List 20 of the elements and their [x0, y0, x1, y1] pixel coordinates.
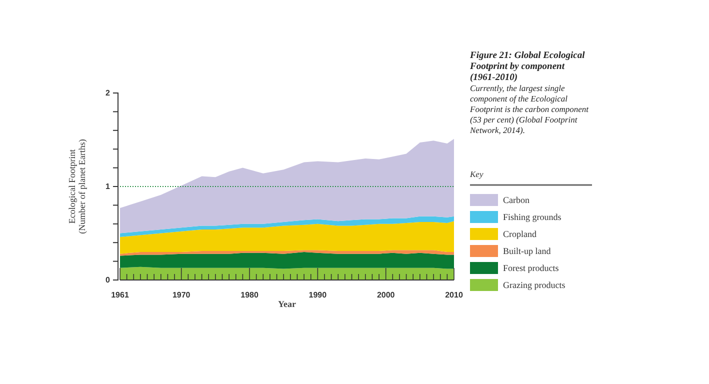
x-axis-title: Year — [278, 299, 296, 309]
legend-label: Fishing grounds — [503, 212, 562, 222]
text: Figure 21: Global Ecological Footprint by component (1961-2010) — [469, 51, 586, 83]
legend-label: Carbon — [503, 195, 530, 205]
x-tick-label: 2000 — [376, 290, 396, 300]
y-tick-label: 2 — [106, 88, 111, 98]
y-tick-label: 1 — [106, 182, 111, 192]
legend-label: Cropland — [503, 229, 537, 239]
x-tick-label: 1970 — [172, 290, 191, 300]
x-tick-label: 2010 — [445, 290, 464, 300]
y-axis-title: Ecological Footprint (Number of planet Earths) — [67, 139, 87, 234]
legend-title: Key — [469, 169, 484, 179]
x-tick-label: 1990 — [308, 290, 328, 300]
legend-label: Grazing products — [503, 280, 566, 290]
legend-label: Built-up land — [503, 246, 552, 256]
text: Currently, the largest single component of the Ecological Footprint is the carbon component (53 per cent) (Global Footprint Network, 2014). — [469, 83, 590, 135]
y-tick-label: 0 — [106, 276, 111, 285]
x-tick-label: 1980 — [240, 290, 259, 300]
legend-label: Forest products — [503, 263, 560, 273]
x-tick-label: 1961 — [111, 290, 130, 300]
